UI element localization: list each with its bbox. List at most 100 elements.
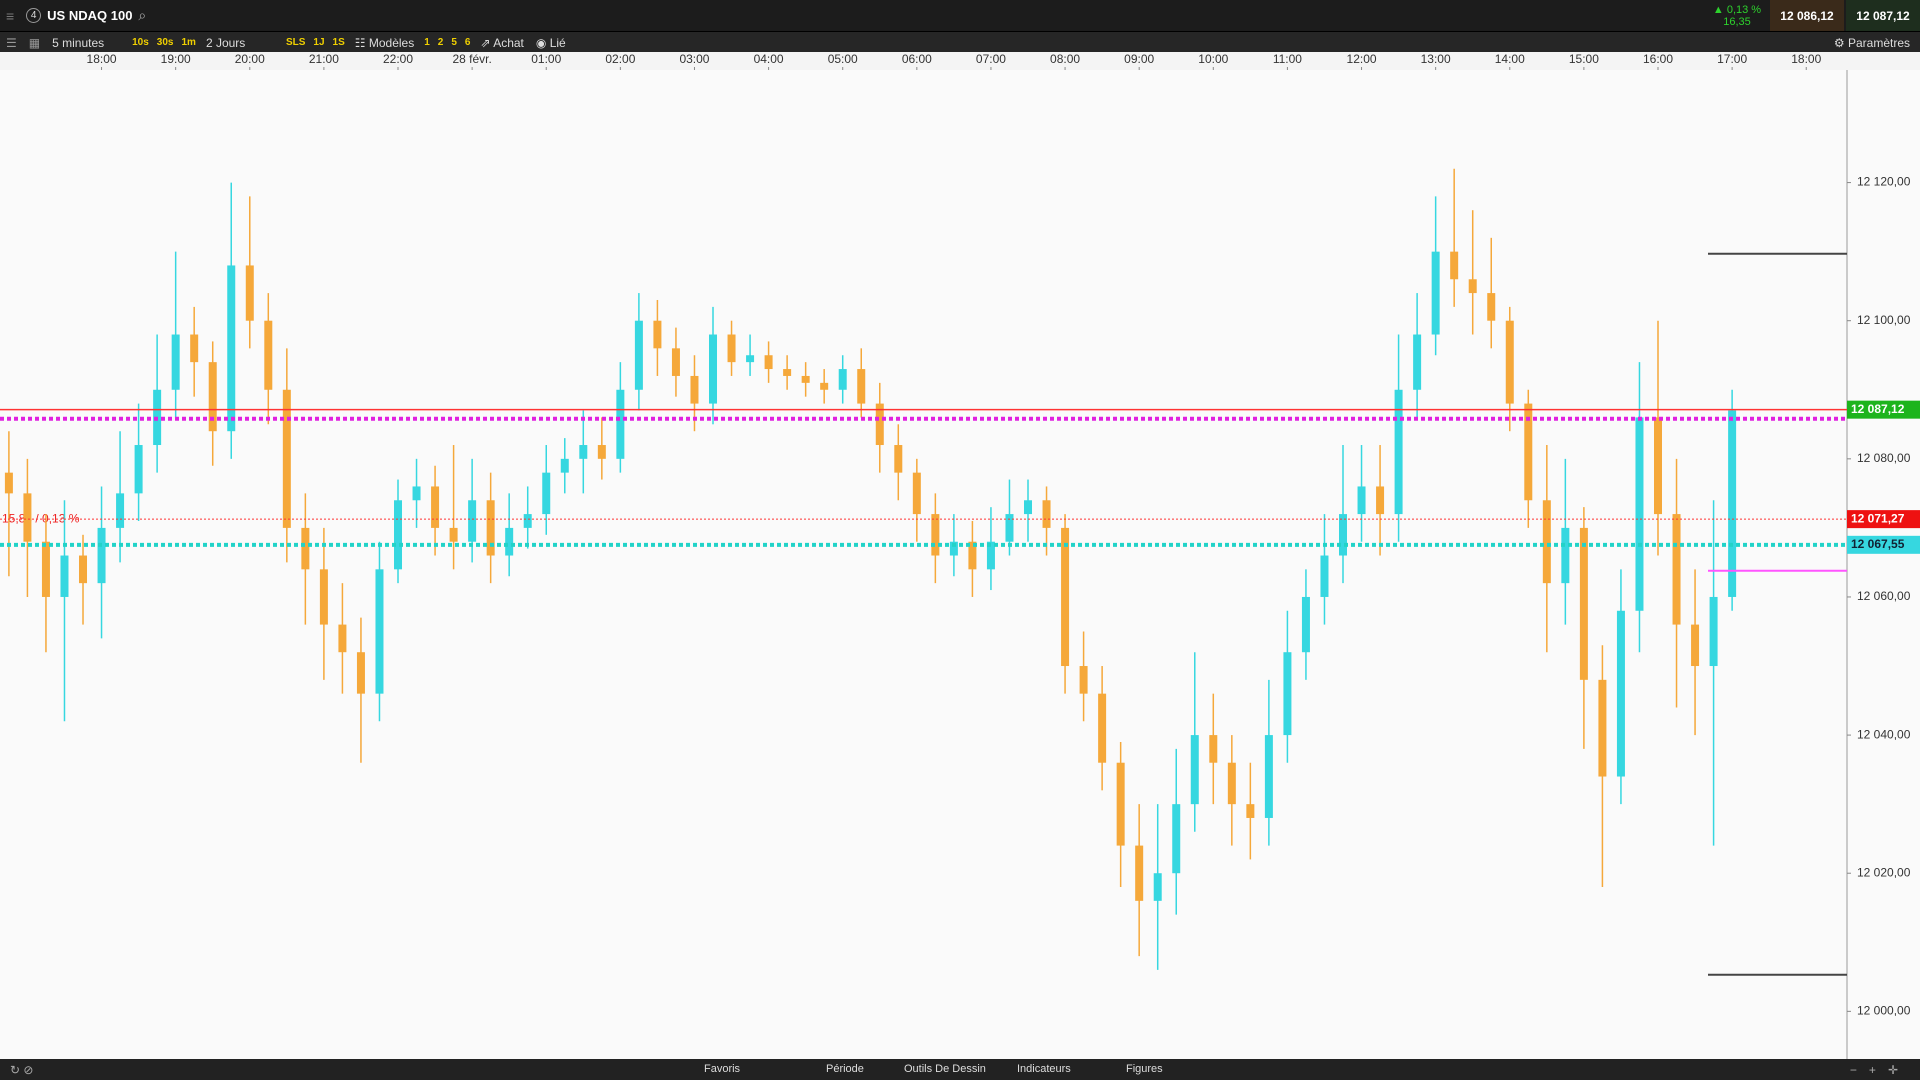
x-tick-label: 03:00 bbox=[679, 52, 709, 66]
bid[interactable]: 12 086,12 bbox=[1770, 0, 1844, 31]
x-tick-label: 02:00 bbox=[605, 52, 635, 66]
annotation: 15,85 / 0,13 % bbox=[2, 511, 80, 525]
level-label: 12 071,27 bbox=[1851, 511, 1905, 525]
candle-body bbox=[1524, 403, 1533, 501]
candle-body bbox=[1339, 514, 1348, 556]
x-tick-label: 19:00 bbox=[161, 52, 191, 66]
quick-interval[interactable]: 10s bbox=[132, 37, 149, 48]
candle-body bbox=[1042, 500, 1051, 528]
candle-body bbox=[1598, 679, 1607, 777]
footer: ↻ ⊘ Favoris Période Outils De Dessin Ind… bbox=[0, 1059, 1920, 1080]
bid-price[interactable]: 12 086,12 bbox=[1780, 8, 1834, 23]
template-slot[interactable]: 6 bbox=[464, 37, 471, 48]
candle-body bbox=[282, 389, 291, 528]
instrument[interactable]: US NDAQ 100 bbox=[47, 8, 133, 23]
footer-tab[interactable]: Favoris bbox=[704, 1063, 741, 1075]
candle-body bbox=[542, 472, 551, 515]
quick-range[interactable]: 1S bbox=[332, 37, 345, 48]
y-tick-label: 12 120,00 bbox=[1857, 175, 1911, 189]
y-tick-label: 12 000,00 bbox=[1857, 1004, 1911, 1018]
template-slot[interactable]: 5 bbox=[451, 37, 457, 48]
candle-body bbox=[505, 527, 514, 556]
footer-icons[interactable]: ↻ ⊘ bbox=[10, 1062, 34, 1077]
candle-body bbox=[79, 555, 88, 584]
candle-body bbox=[1728, 410, 1737, 597]
x-tick-label: 04:00 bbox=[754, 52, 784, 66]
candle-body bbox=[1542, 500, 1551, 584]
header: ≡ 4 US NDAQ 100 ⌕ ▲ 0,13 % 16,35 12 086,1… bbox=[0, 0, 1920, 31]
time-axis-bg bbox=[0, 52, 1920, 70]
order[interactable]: ⇗ Achat bbox=[480, 35, 524, 50]
quick-interval[interactable]: 30s bbox=[156, 37, 174, 48]
zoom-icons[interactable]: −+✛ bbox=[1849, 1062, 1910, 1077]
candle-body bbox=[1616, 610, 1625, 777]
candle-body bbox=[319, 569, 328, 625]
candle-body bbox=[1468, 279, 1477, 294]
footer-tab[interactable]: Période bbox=[826, 1063, 864, 1075]
candle-body bbox=[4, 472, 13, 494]
level-label: 12 087,12 bbox=[1851, 402, 1905, 416]
candle-body bbox=[1024, 500, 1033, 515]
ask-price[interactable]: 12 087,12 bbox=[1856, 8, 1910, 23]
candle-body bbox=[653, 320, 662, 349]
templates[interactable]: ☷ Modèles bbox=[354, 35, 415, 50]
x-tick-label: 16:00 bbox=[1643, 52, 1673, 66]
settings[interactable]: ⚙ Paramètres bbox=[1833, 35, 1910, 50]
candle-body bbox=[1691, 624, 1700, 667]
candle-body bbox=[171, 334, 180, 390]
candle-body bbox=[1450, 251, 1459, 280]
candle-body bbox=[820, 382, 829, 390]
templates-label[interactable]: Modèles bbox=[368, 35, 415, 50]
order-label[interactable]: Achat bbox=[493, 35, 524, 50]
link[interactable]: ◉ Lié bbox=[535, 35, 566, 50]
candle-body bbox=[338, 624, 347, 653]
instrument-number[interactable]: 4 bbox=[26, 8, 42, 23]
candle-body bbox=[1635, 417, 1644, 611]
quick-range[interactable]: 1J bbox=[313, 37, 325, 48]
x-tick-label: 21:00 bbox=[309, 52, 339, 66]
y-tick-label: 12 080,00 bbox=[1857, 451, 1911, 465]
ask[interactable]: 12 087,12 bbox=[1846, 0, 1920, 31]
candle-body bbox=[431, 486, 440, 528]
candle-body bbox=[1487, 293, 1496, 321]
level-tag bbox=[1847, 510, 1920, 529]
candle-body bbox=[1227, 762, 1236, 805]
change-pct: ▲ 0,13 % bbox=[1712, 3, 1762, 16]
candle-body bbox=[227, 265, 236, 432]
candle-body bbox=[597, 445, 606, 459]
template-slot[interactable]: 1 bbox=[424, 37, 430, 48]
footer-tab[interactable]: Figures bbox=[1126, 1063, 1163, 1075]
candle-body bbox=[764, 355, 773, 370]
x-tick-label: 06:00 bbox=[902, 52, 932, 66]
candle-body bbox=[1394, 389, 1403, 515]
list-icon[interactable]: ☰ bbox=[6, 35, 17, 50]
interval[interactable]: 5 minutes bbox=[52, 35, 105, 50]
layout-icon[interactable]: ▦ bbox=[28, 35, 41, 50]
quick-range[interactable]: SLS bbox=[285, 37, 306, 48]
candle-body bbox=[912, 472, 921, 515]
candle-body bbox=[1320, 555, 1329, 597]
candle-body bbox=[1005, 514, 1014, 542]
candle-body bbox=[968, 541, 977, 570]
link-label[interactable]: Lié bbox=[549, 35, 566, 50]
candle-body bbox=[1654, 417, 1663, 515]
template-slot[interactable]: 2 bbox=[437, 37, 444, 48]
search-icon[interactable]: ⌕ bbox=[138, 7, 147, 23]
menu-icon[interactable]: ≡ bbox=[6, 7, 15, 24]
candle-body bbox=[301, 527, 310, 570]
quick-interval[interactable]: 1m bbox=[181, 37, 196, 48]
candle-body bbox=[190, 334, 199, 363]
candle-body bbox=[1079, 666, 1088, 694]
candle-body bbox=[1579, 527, 1588, 680]
settings-label[interactable]: Paramètres bbox=[1847, 35, 1910, 50]
candle-body bbox=[690, 375, 699, 404]
candle-body bbox=[746, 355, 755, 363]
candle-body bbox=[727, 334, 736, 363]
range[interactable]: 2 Jours bbox=[205, 35, 246, 50]
candle-body bbox=[1190, 735, 1199, 805]
footer-tab[interactable]: Outils De Dessin bbox=[904, 1063, 986, 1075]
candle-body bbox=[579, 445, 588, 459]
x-tick-label: 20:00 bbox=[235, 52, 265, 66]
footer-tab[interactable]: Indicateurs bbox=[1017, 1063, 1071, 1075]
